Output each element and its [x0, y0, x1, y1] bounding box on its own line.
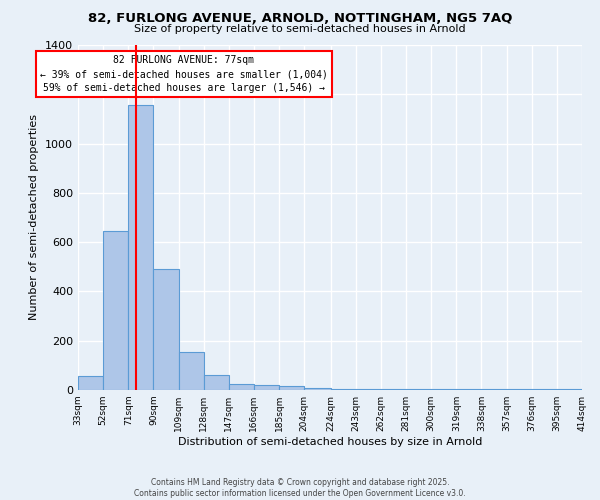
- Y-axis label: Number of semi-detached properties: Number of semi-detached properties: [29, 114, 40, 320]
- Bar: [229, 384, 254, 390]
- Bar: [506, 389, 532, 390]
- Bar: [154, 269, 179, 390]
- Bar: [481, 389, 506, 390]
- Bar: [279, 386, 304, 390]
- Bar: [557, 389, 582, 390]
- Bar: [532, 389, 557, 390]
- Bar: [431, 389, 457, 390]
- Bar: [128, 106, 154, 390]
- Bar: [457, 389, 481, 390]
- Bar: [103, 231, 128, 390]
- Bar: [331, 389, 356, 390]
- Text: 82 FURLONG AVENUE: 77sqm
← 39% of semi-detached houses are smaller (1,004)
59% o: 82 FURLONG AVENUE: 77sqm ← 39% of semi-d…: [40, 56, 328, 94]
- Text: Size of property relative to semi-detached houses in Arnold: Size of property relative to semi-detach…: [134, 24, 466, 34]
- X-axis label: Distribution of semi-detached houses by size in Arnold: Distribution of semi-detached houses by …: [178, 437, 482, 447]
- Bar: [356, 389, 381, 390]
- Text: Contains HM Land Registry data © Crown copyright and database right 2025.
Contai: Contains HM Land Registry data © Crown c…: [134, 478, 466, 498]
- Bar: [203, 375, 229, 390]
- Bar: [304, 388, 331, 390]
- Bar: [179, 352, 203, 390]
- Bar: [406, 389, 431, 390]
- Bar: [381, 389, 406, 390]
- Bar: [78, 376, 103, 390]
- Text: 82, FURLONG AVENUE, ARNOLD, NOTTINGHAM, NG5 7AQ: 82, FURLONG AVENUE, ARNOLD, NOTTINGHAM, …: [88, 12, 512, 26]
- Bar: [254, 385, 279, 390]
